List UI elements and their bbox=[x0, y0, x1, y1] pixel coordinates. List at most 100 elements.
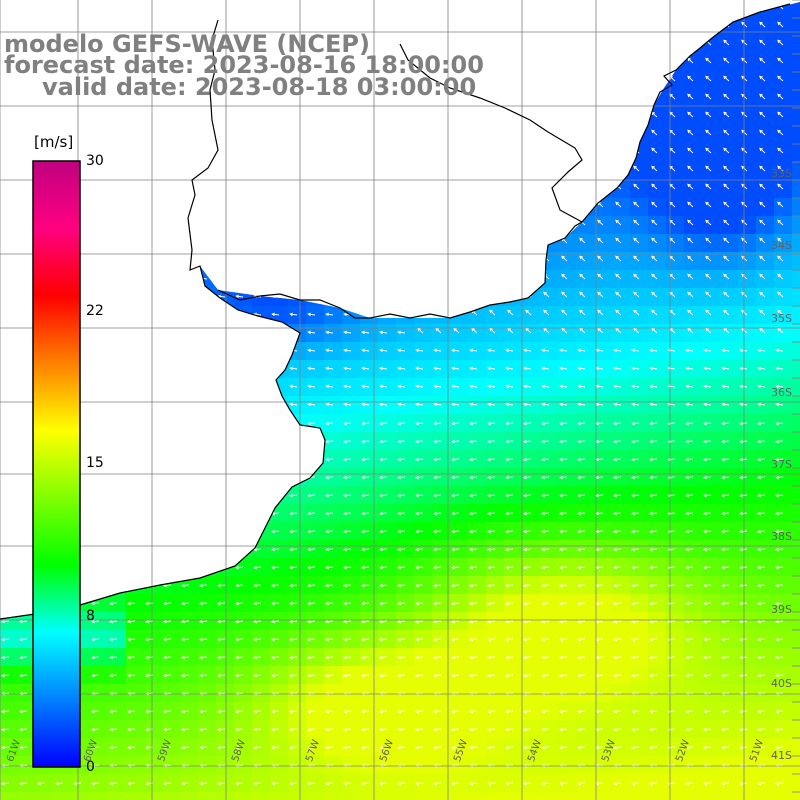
wind-cell bbox=[54, 774, 73, 793]
wind-cell bbox=[792, 504, 800, 523]
wind-cell bbox=[576, 360, 595, 379]
wind-cell bbox=[576, 738, 595, 757]
wind-cell bbox=[108, 738, 127, 757]
wind-cell bbox=[540, 342, 559, 361]
wind-cell bbox=[540, 774, 559, 793]
wind-cell bbox=[684, 630, 703, 649]
wind-cell bbox=[792, 90, 800, 109]
wind-cell bbox=[558, 504, 577, 523]
wind-cell bbox=[18, 702, 37, 721]
wind-cell bbox=[630, 756, 649, 775]
wind-cell bbox=[198, 684, 217, 703]
wind-cell bbox=[252, 792, 271, 800]
wind-cell bbox=[702, 684, 721, 703]
wind-cell bbox=[666, 666, 685, 685]
wind-cell bbox=[342, 324, 361, 343]
wind-cell bbox=[684, 594, 703, 613]
wind-cell bbox=[756, 432, 775, 451]
wind-cell bbox=[378, 576, 397, 595]
wind-cell bbox=[630, 720, 649, 739]
wind-cell bbox=[486, 450, 505, 469]
wind-cell bbox=[468, 540, 487, 559]
wind-cell bbox=[468, 720, 487, 739]
wind-cell bbox=[306, 738, 325, 757]
wind-cell bbox=[684, 648, 703, 667]
wind-cell bbox=[450, 522, 469, 541]
wind-cell bbox=[792, 594, 800, 613]
wind-cell bbox=[396, 468, 415, 487]
wind-cell bbox=[36, 792, 55, 800]
wind-cell bbox=[396, 432, 415, 451]
wind-cell bbox=[234, 756, 253, 775]
wind-cell bbox=[576, 666, 595, 685]
wind-cell bbox=[720, 594, 739, 613]
wind-cell bbox=[288, 306, 307, 325]
wind-cell bbox=[630, 396, 649, 415]
wind-cell bbox=[468, 504, 487, 523]
wind-cell bbox=[522, 576, 541, 595]
wind-cell bbox=[792, 306, 800, 325]
wind-cell bbox=[522, 666, 541, 685]
wind-cell bbox=[666, 774, 685, 793]
wind-cell bbox=[162, 666, 181, 685]
wind-cell bbox=[738, 522, 757, 541]
wind-cell bbox=[198, 774, 217, 793]
wind-cell bbox=[324, 648, 343, 667]
wind-cell bbox=[522, 630, 541, 649]
wind-cell bbox=[324, 432, 343, 451]
wind-cell bbox=[378, 324, 397, 343]
wind-cell bbox=[522, 540, 541, 559]
colorbar-unit: [m/s] bbox=[34, 133, 74, 151]
wind-cell bbox=[594, 450, 613, 469]
wind-cell bbox=[684, 612, 703, 631]
wind-cell bbox=[648, 360, 667, 379]
wind-cell bbox=[468, 576, 487, 595]
wind-cell bbox=[108, 594, 127, 613]
wind-cell bbox=[486, 738, 505, 757]
wind-cell bbox=[738, 792, 757, 800]
wind-cell bbox=[540, 414, 559, 433]
wind-cell bbox=[432, 756, 451, 775]
wind-cell bbox=[90, 792, 109, 800]
wind-cell bbox=[540, 450, 559, 469]
wind-cell bbox=[504, 612, 523, 631]
wind-cell bbox=[342, 414, 361, 433]
wind-cell bbox=[396, 540, 415, 559]
wind-cell bbox=[306, 684, 325, 703]
wind-cell bbox=[792, 666, 800, 685]
wind-cell bbox=[774, 648, 793, 667]
wind-cell bbox=[414, 342, 433, 361]
wind-cell bbox=[450, 684, 469, 703]
wind-cell bbox=[666, 342, 685, 361]
wind-cell bbox=[306, 504, 325, 523]
wind-cell bbox=[540, 666, 559, 685]
wind-cell bbox=[342, 504, 361, 523]
wind-cell bbox=[342, 342, 361, 361]
wind-cell bbox=[180, 666, 199, 685]
wind-cell bbox=[396, 576, 415, 595]
wind-cell bbox=[324, 522, 343, 541]
wind-cell bbox=[432, 504, 451, 523]
wind-arrow bbox=[759, 39, 766, 46]
wind-cell bbox=[792, 774, 800, 793]
wind-cell bbox=[288, 792, 307, 800]
wind-cell bbox=[576, 612, 595, 631]
wind-cell bbox=[18, 630, 37, 649]
wind-cell bbox=[792, 18, 800, 37]
wind-cell bbox=[666, 360, 685, 379]
wind-cell bbox=[306, 306, 325, 325]
wind-cell bbox=[252, 684, 271, 703]
wind-cell bbox=[558, 576, 577, 595]
wind-cell bbox=[540, 792, 559, 800]
wind-cell bbox=[792, 378, 800, 397]
wind-cell bbox=[594, 666, 613, 685]
wind-cell bbox=[648, 792, 667, 800]
wind-cell bbox=[306, 378, 325, 397]
wind-cell bbox=[288, 522, 307, 541]
wind-cell bbox=[18, 612, 37, 631]
wind-cell bbox=[558, 684, 577, 703]
wind-cell bbox=[198, 576, 217, 595]
wind-cell bbox=[432, 792, 451, 800]
wind-cell bbox=[666, 432, 685, 451]
wind-cell bbox=[252, 702, 271, 721]
